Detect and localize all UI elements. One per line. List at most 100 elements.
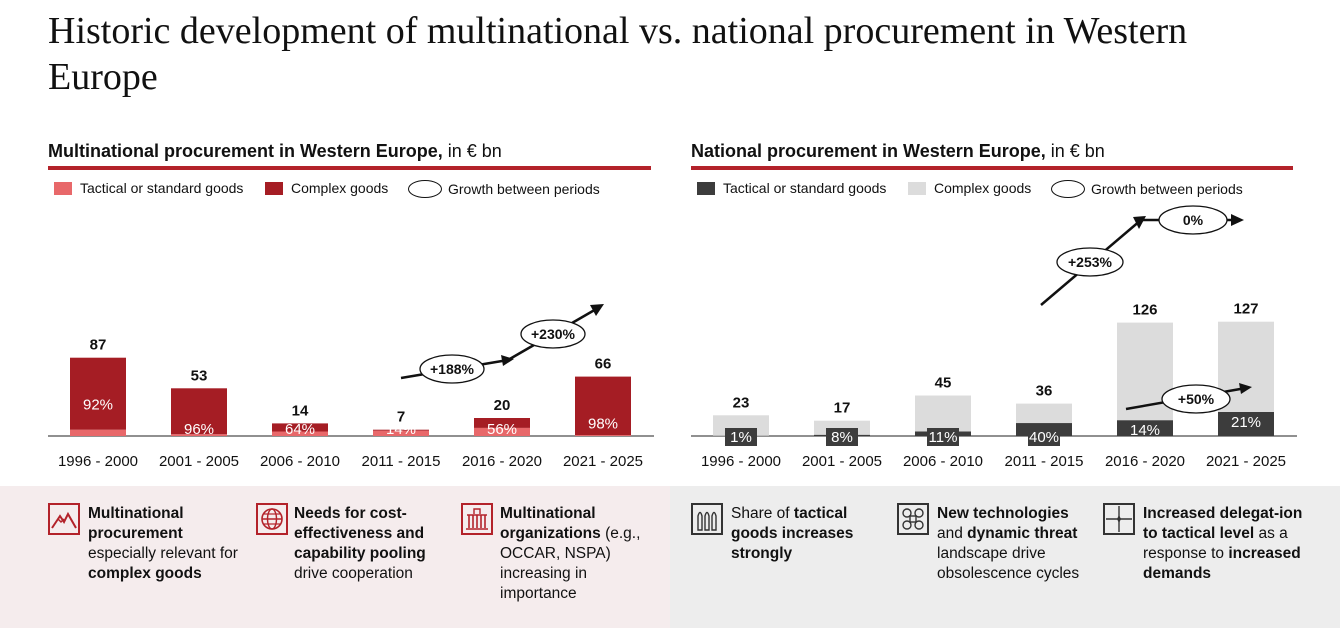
bar-complex-2 [915, 395, 971, 432]
legend-label-complex: Complex goods [291, 180, 389, 196]
bar-tactical-5 [1218, 411, 1274, 436]
note-multinational-organizations: Multinational organizations (e.g., OCCAR… [500, 505, 641, 602]
legend-item-complex: Complex goods [265, 180, 388, 196]
left-notes-panel [0, 486, 670, 628]
multinational-bar-chart: 87 92% 1996 - 2000 53 96% 2001 - 2005 14 64% 200… [48, 304, 654, 470]
bar-complex-1 [171, 388, 227, 435]
growth-label: +188% [430, 361, 475, 377]
share-label-bg [826, 428, 858, 446]
share-label-bg [1028, 428, 1060, 446]
total-label: 87 [90, 337, 107, 354]
globe-icon [256, 503, 288, 535]
share-label: 92% [83, 397, 113, 414]
right-chart-heading: National procurement in Western Europe, … [691, 141, 1105, 162]
total-label: 17 [834, 400, 851, 417]
target-crosshair-icon [1103, 503, 1135, 535]
growth-arrow-head [501, 355, 514, 366]
legend-swatch-tactical [54, 181, 72, 195]
legend-swatch-complex [265, 181, 283, 195]
share-label: 21% [1231, 414, 1261, 431]
ammunition-icon [691, 503, 723, 535]
left-heading-unit: in € bn [442, 141, 502, 161]
share-label: 98% [588, 416, 618, 433]
share-label-bg [725, 428, 757, 446]
bar-tactical-3 [373, 430, 429, 436]
legend-label-tactical: Tactical or standard goods [723, 180, 887, 196]
growth-oval [1158, 205, 1228, 235]
national-bar-chart: 23 1% 1996 - 2000 17 8% 2001 - 2005 45 11% 2006 … [691, 205, 1297, 470]
legend-label-growth: Growth between periods [448, 181, 600, 197]
bar-complex-4 [474, 418, 530, 428]
bar-tactical-0 [70, 429, 126, 436]
total-label: 14 [292, 402, 309, 419]
legend-item-tactical: Tactical or standard goods [54, 180, 243, 196]
legend-swatch-complex [908, 181, 926, 195]
legend-item-growth: Growth between periods [408, 180, 600, 198]
share-label: 14% [1130, 422, 1160, 439]
total-label: 20 [494, 397, 511, 414]
left-chart-heading: Multinational procurement in Western Eur… [48, 141, 502, 162]
legend-oval-growth [1051, 180, 1085, 198]
total-label: 36 [1036, 383, 1053, 400]
growth-oval [419, 354, 485, 384]
growth-arrow-head [1133, 216, 1146, 229]
total-label: 127 [1233, 301, 1258, 318]
category-label: 2016 - 2020 [462, 453, 542, 470]
category-label: 2006 - 2010 [260, 453, 340, 470]
left-heading-rule [48, 166, 651, 170]
bar-tactical-4 [474, 427, 530, 436]
total-label: 53 [191, 367, 208, 384]
right-heading-bold: National procurement in Western Europe, [691, 141, 1046, 161]
growth-oval [520, 319, 586, 349]
category-label: 1996 - 2000 [58, 453, 138, 470]
category-label: 2006 - 2010 [903, 453, 983, 470]
total-label: 23 [733, 394, 750, 411]
category-label: 2011 - 2015 [1005, 453, 1084, 470]
growth-arrow-head [1239, 383, 1252, 394]
legend-oval-growth [408, 180, 442, 198]
growth-label: +253% [1068, 254, 1113, 270]
growth-label: +230% [531, 326, 576, 342]
category-label: 2001 - 2005 [802, 453, 882, 470]
total-label: 66 [595, 356, 612, 373]
category-label: 2011 - 2015 [362, 453, 441, 470]
share-label-bg [927, 428, 959, 446]
share-label: 11% [929, 429, 958, 446]
legend-label-growth: Growth between periods [1091, 181, 1243, 197]
share-label: 64% [285, 421, 315, 438]
legend-label-complex: Complex goods [934, 180, 1032, 196]
right-notes-panel [670, 486, 1340, 628]
note-multinational-procurement: Multinational procurement especially rele… [88, 505, 238, 582]
category-label: 2001 - 2005 [159, 453, 239, 470]
note-increased-delegation: Increased delegat-ion to tactical level … [1143, 505, 1303, 582]
total-label: 7 [397, 409, 405, 426]
right-heading-rule [691, 166, 1293, 170]
left-heading-bold: Multinational procurement in Western Eur… [48, 141, 443, 161]
total-label: 45 [935, 375, 952, 392]
growth-arrow-head [1231, 214, 1244, 226]
legend-item-complex: Complex goods [908, 180, 1031, 196]
total-label: 126 [1132, 302, 1157, 319]
bar-complex-5 [575, 376, 631, 436]
institution-building-icon [461, 503, 493, 535]
share-label: 8% [831, 429, 853, 446]
legend-label-tactical: Tactical or standard goods [80, 180, 244, 196]
legend-swatch-tactical [697, 181, 715, 195]
category-label: 2021 - 2025 [1206, 453, 1286, 470]
share-label: 96% [184, 421, 214, 438]
share-label: 1% [730, 429, 752, 446]
growth-oval [1056, 247, 1124, 277]
share-label: 14% [386, 421, 416, 438]
growth-label: +50% [1178, 391, 1215, 407]
bar-complex-2 [272, 423, 328, 432]
page-title: Historic development of multinational vs… [48, 10, 1188, 98]
share-label: 40% [1029, 429, 1059, 446]
bar-complex-3 [1016, 403, 1072, 424]
share-label: 56% [487, 421, 517, 438]
mountain-icon [48, 503, 80, 535]
category-label: 2021 - 2025 [563, 453, 643, 470]
note-new-technologies: New technologies and dynamic threat land… [937, 505, 1080, 582]
category-label: 2016 - 2020 [1105, 453, 1185, 470]
bar-complex-3 [373, 429, 429, 431]
right-heading-unit: in € bn [1045, 141, 1105, 161]
